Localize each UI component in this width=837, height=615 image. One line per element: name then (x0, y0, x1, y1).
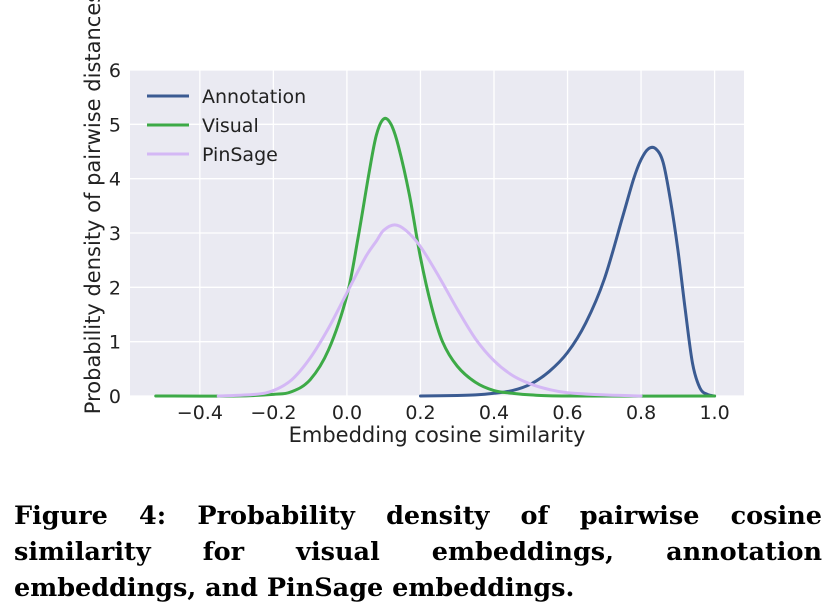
y-tick-label: 3 (109, 223, 121, 245)
y-tick-label: 4 (109, 169, 121, 191)
x-tick-label: −0.4 (177, 402, 223, 424)
x-tick-label: 0.8 (626, 402, 656, 424)
series-line-pinsage (216, 223, 643, 398)
x-tick-label: 0.6 (552, 402, 582, 424)
y-tick-labels: 0 1 2 3 4 5 6 (109, 60, 121, 408)
y-tick-label: 1 (109, 332, 121, 354)
series-lines (154, 116, 717, 398)
figure-caption: Figure 4: Probability density of pairwis… (14, 501, 822, 603)
legend-label-annotation: Annotation (202, 86, 306, 108)
x-tick-labels: −0.4 −0.2 0.0 0.2 0.4 0.6 0.8 1.0 (177, 402, 730, 424)
y-tick-label: 0 (109, 386, 121, 408)
y-tick-label: 2 (109, 277, 121, 299)
legend-label-pinsage: PinSage (202, 144, 278, 166)
legend: Annotation Visual PinSage (147, 86, 306, 166)
y-axis-label: Probability density of pairwise distance… (81, 0, 105, 414)
legend-label-visual: Visual (202, 115, 259, 137)
y-tick-label: 6 (109, 60, 121, 82)
chart-canvas: −0.4 −0.2 0.0 0.2 0.4 0.6 0.8 1.0 0 1 2 3 4 5 6 Embed… (81, 0, 744, 447)
x-tick-label: 0.4 (479, 402, 509, 424)
x-tick-label: 1.0 (699, 402, 729, 424)
y-tick-label: 5 (109, 114, 121, 136)
series-line-visual (154, 116, 717, 398)
x-tick-label: −0.2 (250, 402, 296, 424)
x-tick-label: 0.2 (405, 402, 435, 424)
x-axis-label: Embedding cosine similarity (289, 423, 586, 447)
x-tick-label: 0.0 (332, 402, 362, 424)
density-chart: −0.4 −0.2 0.0 0.2 0.4 0.6 0.8 1.0 0 1 2 3 4 5 6 Embed… (81, 0, 744, 447)
